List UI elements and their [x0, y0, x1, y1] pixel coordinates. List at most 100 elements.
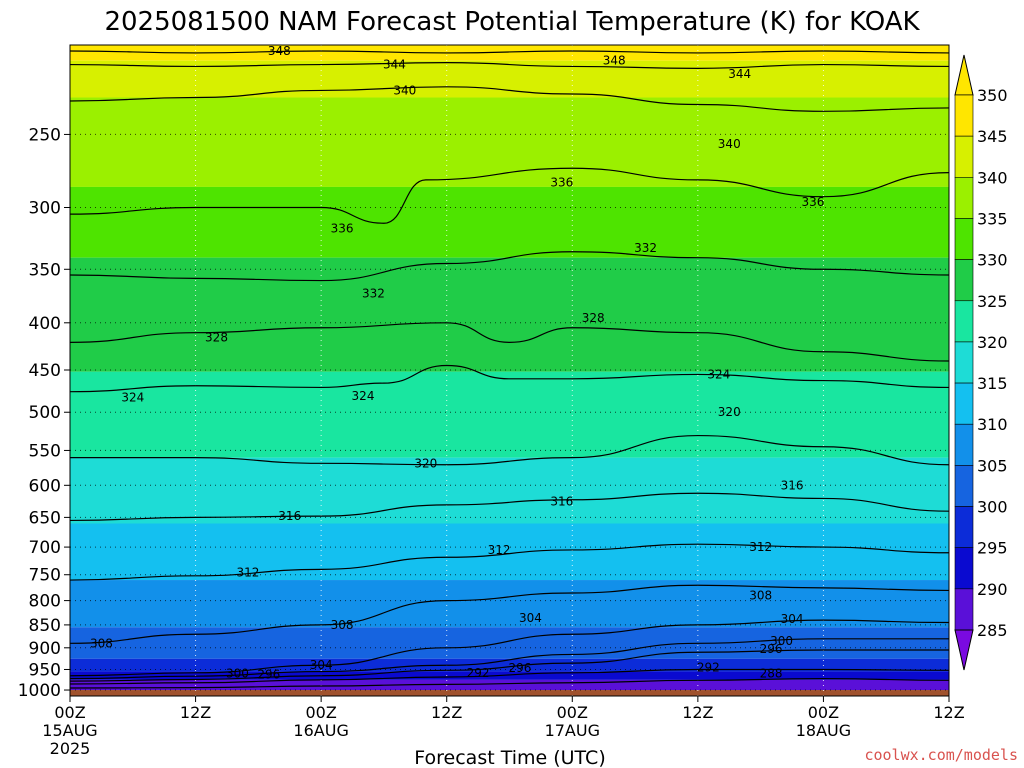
plot-area	[70, 45, 949, 696]
colorbar: 350 345 340 335 330 325 320 315 310 305 300 295 290 2…	[954, 54, 1008, 671]
contour-308	[70, 584, 949, 644]
x-tick-label-5: 12Z	[682, 703, 713, 722]
contour-label-324-2: 324	[707, 367, 730, 381]
colorbar-label-350: 350	[977, 86, 1008, 105]
fill-band-300	[70, 658, 949, 672]
contour-292	[70, 668, 949, 685]
y-tick-label-850: 850	[29, 616, 61, 636]
contour-label-344-1: 344	[728, 67, 751, 81]
contour-320	[70, 434, 949, 466]
y-tick-label-600: 600	[29, 476, 61, 496]
y-axis: 250 300 350 400 450 500 550 600 650 700 750 800 850 9…	[18, 125, 70, 701]
colorbar-segment-340	[954, 177, 974, 219]
contour-label-316-0: 316	[278, 509, 301, 523]
x-tick-year-0: 2025	[50, 739, 91, 758]
y-tick-label-350: 350	[29, 260, 61, 280]
colorbar-top-arrow	[954, 54, 974, 96]
y-tick-label-800: 800	[29, 592, 61, 612]
y-tick-label-900: 900	[29, 639, 61, 659]
credit-text: coolwx.com/models	[864, 746, 1018, 764]
contour-label-292-0: 292	[467, 666, 490, 680]
contour-label-340-0: 340	[393, 83, 416, 97]
contour-label-328-0: 328	[205, 331, 228, 345]
contour-348	[70, 50, 949, 54]
y-tick-label-500: 500	[29, 403, 61, 423]
fill-band-295	[70, 671, 949, 680]
fill-band-350	[70, 45, 949, 61]
colorbar-label-290: 290	[977, 580, 1008, 599]
contour-label-300-1: 300	[770, 634, 793, 648]
colorbar-segment-310	[954, 423, 974, 466]
colorbar-label-335: 335	[977, 209, 1008, 228]
contour-label-304-0: 304	[310, 658, 333, 672]
x-tick-date-6: 18AUG	[796, 721, 851, 740]
contour-label-312-1: 312	[488, 543, 511, 557]
x-tick-date-4: 17AUG	[545, 721, 600, 740]
x-tick-date-2: 16AUG	[293, 721, 348, 740]
contour-label-320-0: 320	[414, 456, 437, 470]
contour-316	[70, 492, 949, 522]
chart-title: 2025081500 NAM Forecast Potential Temper…	[104, 7, 920, 37]
contour-label-292-1: 292	[697, 660, 720, 674]
colorbar-label-295: 295	[977, 539, 1008, 558]
contour-label-332-0: 332	[362, 287, 385, 301]
contour-label-316-2: 316	[781, 478, 804, 492]
contour-label-288-0: 288	[760, 667, 783, 681]
x-axis-label: Forecast Time (UTC)	[414, 747, 605, 768]
contour-label-308-0: 308	[90, 636, 113, 650]
x-tick-label-0: 00Z	[54, 703, 85, 722]
colorbar-segment-345	[954, 135, 974, 178]
x-tick-label-1: 12Z	[180, 703, 211, 722]
fill-band-335	[70, 186, 949, 258]
colorbar-segment-325	[954, 300, 974, 343]
y-tick-label-650: 650	[29, 508, 61, 528]
colorbar-segment-295	[954, 547, 974, 590]
y-tick-label-400: 400	[29, 314, 61, 334]
contour-324	[70, 364, 949, 393]
contour-label-308-2: 308	[749, 589, 772, 603]
colorbar-label-315: 315	[977, 374, 1008, 393]
x-tick-label-2: 00Z	[305, 703, 336, 722]
fill-band-290	[70, 679, 949, 691]
contour-328	[70, 322, 949, 362]
contour-340	[70, 86, 949, 112]
y-tick-label-550: 550	[29, 441, 61, 461]
colorbar-segment-305	[954, 465, 974, 507]
contour-label-296-1: 296	[509, 661, 532, 675]
y-tick-label-950: 950	[29, 660, 61, 680]
x-tick-label-3: 12Z	[431, 703, 462, 722]
colorbar-label-305: 305	[977, 456, 1008, 475]
fill-band-305	[70, 627, 949, 659]
contour-332	[70, 251, 949, 282]
y-tick-label-450: 450	[29, 361, 61, 381]
colorbar-label-320: 320	[977, 333, 1008, 352]
contour-label-312-2: 312	[749, 540, 772, 554]
contour-label-332-1: 332	[634, 241, 657, 255]
contour-label-348-0: 348	[268, 44, 291, 58]
ground-fill	[70, 690, 949, 696]
contour-label-308-1: 308	[331, 618, 354, 632]
contour-label-296-2: 296	[760, 642, 783, 656]
fill-band-315	[70, 523, 949, 581]
colorbar-label-330: 330	[977, 251, 1008, 270]
colorbar-segment-330	[954, 259, 974, 302]
contour-label-316-1: 316	[550, 495, 573, 509]
colorbar-segment-350	[954, 94, 974, 137]
colorbar-segment-300	[954, 506, 974, 548]
y-tick-label-700: 700	[29, 538, 61, 558]
contour-label-324-0: 324	[121, 391, 144, 405]
colorbar-segment-290	[954, 588, 974, 631]
contour-label-336-0: 336	[331, 221, 354, 235]
y-tick-label-1000: 1000	[18, 681, 61, 701]
y-tick-label-250: 250	[29, 125, 61, 145]
fill-band-325	[70, 371, 949, 458]
contour-label-348-1: 348	[603, 54, 626, 68]
contour-label-324-1: 324	[352, 389, 375, 403]
colorbar-label-345: 345	[977, 127, 1008, 146]
x-tick-label-7: 12Z	[933, 703, 964, 722]
x-tick-label-4: 00Z	[557, 703, 588, 722]
contour-312	[70, 543, 949, 581]
colorbar-label-285: 285	[977, 621, 1008, 640]
contour-label-336-2: 336	[802, 195, 825, 209]
